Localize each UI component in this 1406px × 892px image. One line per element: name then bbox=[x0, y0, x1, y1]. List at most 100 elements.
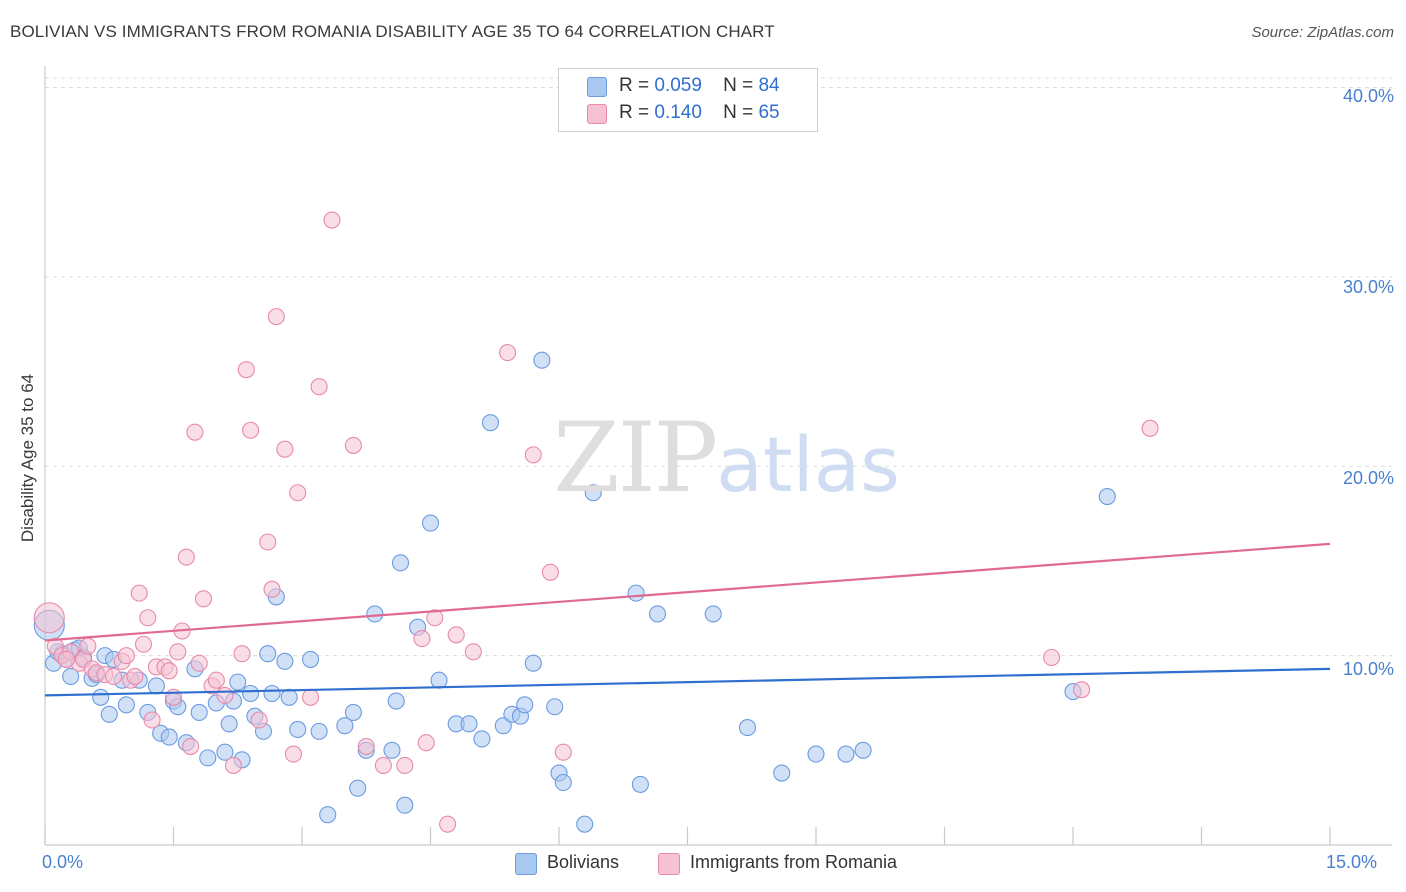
bolivian-point bbox=[220, 715, 238, 733]
bolivian-point bbox=[349, 779, 367, 797]
bolivian-point bbox=[242, 684, 260, 703]
romania-point bbox=[57, 650, 75, 668]
romania-point bbox=[357, 737, 375, 756]
y-tick-label: 40.0% bbox=[1342, 86, 1394, 106]
bolivian-point bbox=[199, 749, 217, 767]
romania-point bbox=[417, 734, 435, 752]
romania-point bbox=[447, 626, 465, 644]
romania-point bbox=[190, 654, 208, 672]
watermark: ZIPatlas bbox=[553, 402, 900, 514]
romania-point bbox=[284, 745, 302, 763]
bolivian-point bbox=[576, 815, 594, 833]
x-tick-label-max: 15.0% bbox=[1326, 852, 1378, 872]
bolivian-point bbox=[276, 652, 294, 670]
romania-point bbox=[182, 737, 200, 756]
bolivian-point bbox=[704, 605, 722, 623]
romania-point bbox=[276, 440, 294, 458]
bolivian-point bbox=[366, 605, 384, 623]
y-tick-label: 20.0% bbox=[1342, 468, 1394, 488]
bolivian-point bbox=[383, 741, 401, 759]
legend-n-value: 65 bbox=[758, 102, 780, 123]
legend-swatch-blue bbox=[587, 77, 607, 97]
bolivian-point bbox=[92, 688, 110, 706]
bolivian-point bbox=[421, 514, 440, 532]
bolivian-point bbox=[516, 696, 534, 714]
romania-point bbox=[139, 609, 157, 627]
romania-point bbox=[344, 436, 362, 454]
bolivian-point bbox=[396, 796, 414, 814]
bolivian-point bbox=[263, 684, 281, 703]
bolivian-point bbox=[494, 717, 512, 735]
bolivian-point bbox=[190, 703, 208, 721]
romania-point bbox=[194, 590, 213, 608]
legend-r-value: 0.059 bbox=[654, 75, 702, 96]
y-tick-label: 10.0% bbox=[1342, 659, 1394, 679]
romania-point bbox=[1043, 648, 1061, 667]
romania-point bbox=[310, 378, 328, 396]
romania-point bbox=[541, 563, 559, 581]
legend-swatch-pink bbox=[587, 104, 607, 124]
romania-point bbox=[499, 344, 517, 362]
romania-trend-line bbox=[44, 542, 1331, 642]
romania-point bbox=[267, 308, 285, 326]
bolivian-point bbox=[147, 677, 165, 695]
romania-point bbox=[224, 756, 243, 775]
legend-swatch-pink bbox=[658, 853, 680, 875]
trend-layer bbox=[44, 542, 1331, 697]
chart-title: BOLIVIAN VS IMMIGRANTS FROM ROMANIA DISA… bbox=[10, 22, 775, 41]
bolivian-point bbox=[631, 775, 649, 793]
bolivian-point bbox=[336, 717, 354, 735]
bolivian-point bbox=[837, 745, 855, 763]
axis-layer bbox=[44, 66, 1392, 846]
romania-point bbox=[130, 584, 148, 602]
bolivian-point bbox=[481, 414, 500, 432]
romania-point bbox=[413, 630, 431, 648]
romania-point bbox=[33, 602, 65, 634]
legend-r-value: 0.140 bbox=[654, 102, 702, 123]
bolivian-point bbox=[280, 688, 298, 706]
bolivian-point bbox=[387, 692, 405, 710]
y-tick-label: 30.0% bbox=[1342, 277, 1394, 297]
bolivian-point bbox=[430, 671, 448, 689]
legend-text: R = 0.059 N = 84 bbox=[619, 75, 780, 96]
bolivian-point bbox=[648, 605, 667, 623]
romania-point bbox=[216, 686, 234, 704]
bolivian-point bbox=[533, 351, 551, 369]
romania-point bbox=[524, 446, 542, 464]
source-label: Source: ZipAtlas.com bbox=[1251, 24, 1394, 41]
romania-point bbox=[237, 361, 255, 379]
bolivian-point bbox=[259, 645, 277, 663]
romania-point bbox=[126, 667, 144, 685]
bolivian-point bbox=[216, 743, 234, 761]
bolivian-point bbox=[546, 698, 564, 716]
romania-point bbox=[464, 643, 482, 661]
romania-point bbox=[263, 580, 281, 598]
romania-point bbox=[374, 756, 392, 775]
bolivian-point bbox=[344, 703, 362, 721]
romania-point bbox=[117, 647, 135, 665]
romania-point bbox=[426, 609, 444, 627]
legend-text: R = 0.140 N = 65 bbox=[619, 102, 780, 123]
romania-point bbox=[143, 711, 161, 729]
bolivian-point bbox=[289, 720, 307, 739]
romania-point bbox=[242, 421, 260, 439]
watermark-atlas: atlas bbox=[716, 420, 900, 509]
romania-point bbox=[439, 815, 457, 833]
romania-point bbox=[207, 671, 225, 689]
romania-point bbox=[104, 667, 123, 685]
romania-point bbox=[1073, 681, 1091, 699]
romania-point bbox=[302, 688, 320, 706]
romania-point bbox=[554, 743, 572, 761]
bolivian-point bbox=[319, 806, 337, 824]
watermark-zip: ZIP bbox=[553, 402, 718, 514]
legend: R = 0.059 N = 84 R = 0.140 N = 65 bbox=[558, 68, 818, 132]
romania-point bbox=[177, 548, 195, 566]
bolivian-point bbox=[807, 745, 825, 763]
bolivian-point bbox=[302, 650, 320, 668]
romania-points bbox=[33, 211, 1159, 833]
bolivians-trend-line bbox=[44, 667, 1331, 697]
bolivian-point bbox=[117, 696, 135, 714]
bolivian-point bbox=[229, 673, 247, 691]
romania-point bbox=[323, 211, 341, 229]
